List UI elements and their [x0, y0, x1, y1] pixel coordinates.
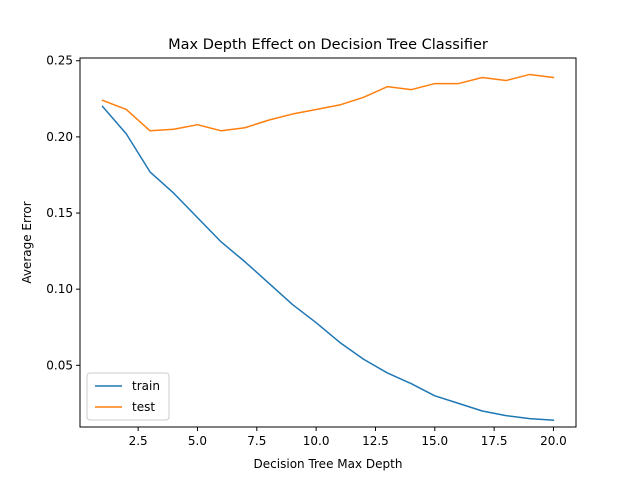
- legend-label-test: test: [132, 400, 155, 414]
- x-axis-label: Decision Tree Max Depth: [254, 457, 403, 471]
- y-tick-label: 0.20: [46, 130, 73, 144]
- x-tick-label: 15.0: [421, 434, 448, 448]
- x-tick-label: 12.5: [362, 434, 389, 448]
- series-line-test: [101, 73, 555, 132]
- y-tick-label: 0.10: [46, 282, 73, 296]
- x-tick-label: 2.5: [129, 434, 148, 448]
- y-tick-label: 0.25: [46, 54, 73, 68]
- y-tick-label: 0.05: [46, 358, 73, 372]
- x-tick-label: 7.5: [247, 434, 266, 448]
- x-tick-label: 20.0: [540, 434, 567, 448]
- y-axis-ticks: 0.05 0.10 0.15 0.20 0.25: [46, 54, 80, 372]
- x-tick-label: 17.5: [481, 434, 508, 448]
- series-layer: [101, 73, 555, 421]
- legend: train test: [86, 372, 170, 421]
- legend-box: [86, 372, 170, 421]
- y-tick-label: 0.15: [46, 206, 73, 220]
- legend-label-train: train: [132, 379, 160, 393]
- x-axis-ticks: 2.5 5.0 7.5 10.0 12.5 15.0 17.5 20.0: [129, 427, 567, 448]
- y-axis-label: Average Error: [20, 201, 34, 283]
- x-tick-label: 10.0: [303, 434, 330, 448]
- x-tick-label: 5.0: [188, 434, 207, 448]
- plot-area-frame: [79, 57, 577, 428]
- chart-title: Max Depth Effect on Decision Tree Classi…: [168, 37, 488, 53]
- series-line-train: [101, 105, 555, 421]
